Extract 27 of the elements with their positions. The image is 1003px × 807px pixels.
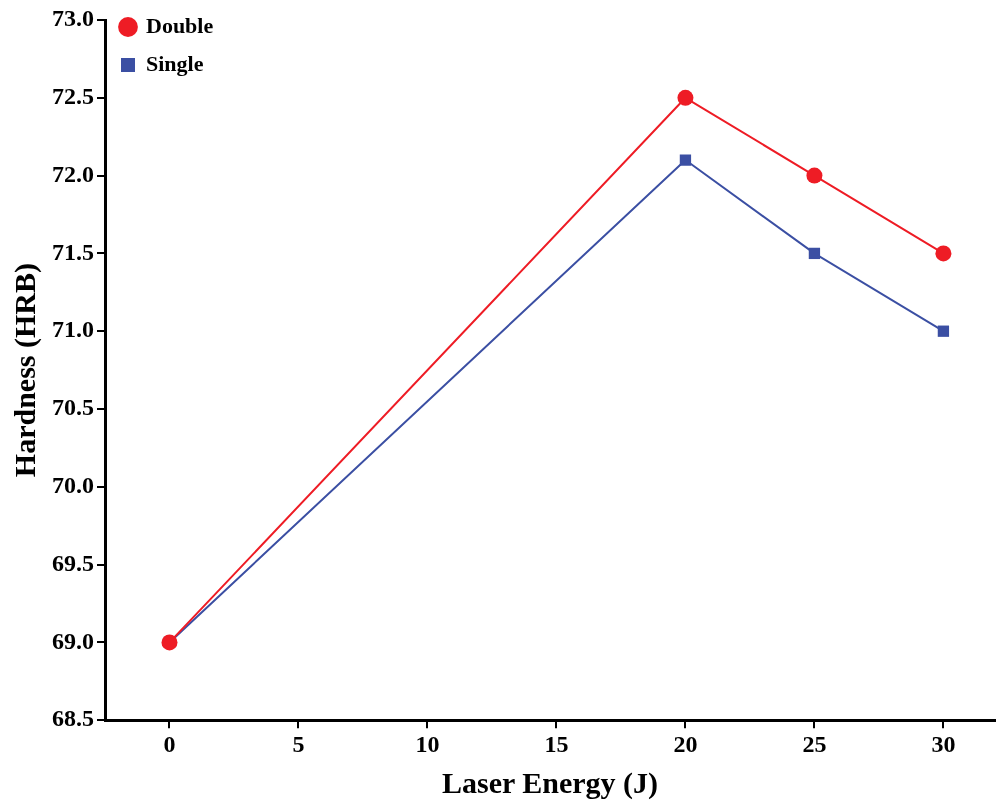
x-axis-title: Laser Energy (J) <box>441 765 659 800</box>
y-tick-label: 69.5 <box>52 549 94 576</box>
y-tick-label: 72.0 <box>52 160 94 187</box>
legend-label: Single <box>146 50 204 76</box>
legend-label: Double <box>146 12 214 38</box>
y-tick-label: 73.0 <box>52 5 94 32</box>
x-tick-label: 0 <box>163 730 176 757</box>
x-tick-label: 5 <box>292 730 305 757</box>
y-tick-label: 70.5 <box>52 394 94 421</box>
x-tick-label: 15 <box>544 730 569 757</box>
y-tick-label: 71.0 <box>52 316 94 343</box>
y-tick-label: 70.0 <box>52 472 94 498</box>
x-tick-label: 25 <box>802 730 827 757</box>
point <box>808 247 821 260</box>
y-tick-label: 68.5 <box>52 705 94 732</box>
point <box>937 325 950 337</box>
x-tick-label: 20 <box>673 730 698 757</box>
point <box>677 89 694 106</box>
point <box>935 245 952 262</box>
y-axis-title: Hardness (HRB) <box>7 263 42 478</box>
y-tick-label: 69.0 <box>52 627 94 654</box>
x-tick-label: 10 <box>415 730 440 757</box>
x-tick-label: 30 <box>931 730 956 757</box>
point <box>806 167 823 184</box>
y-tick-label: 71.5 <box>52 238 94 265</box>
point <box>679 154 692 166</box>
y-tick-label: 72.5 <box>52 83 94 109</box>
